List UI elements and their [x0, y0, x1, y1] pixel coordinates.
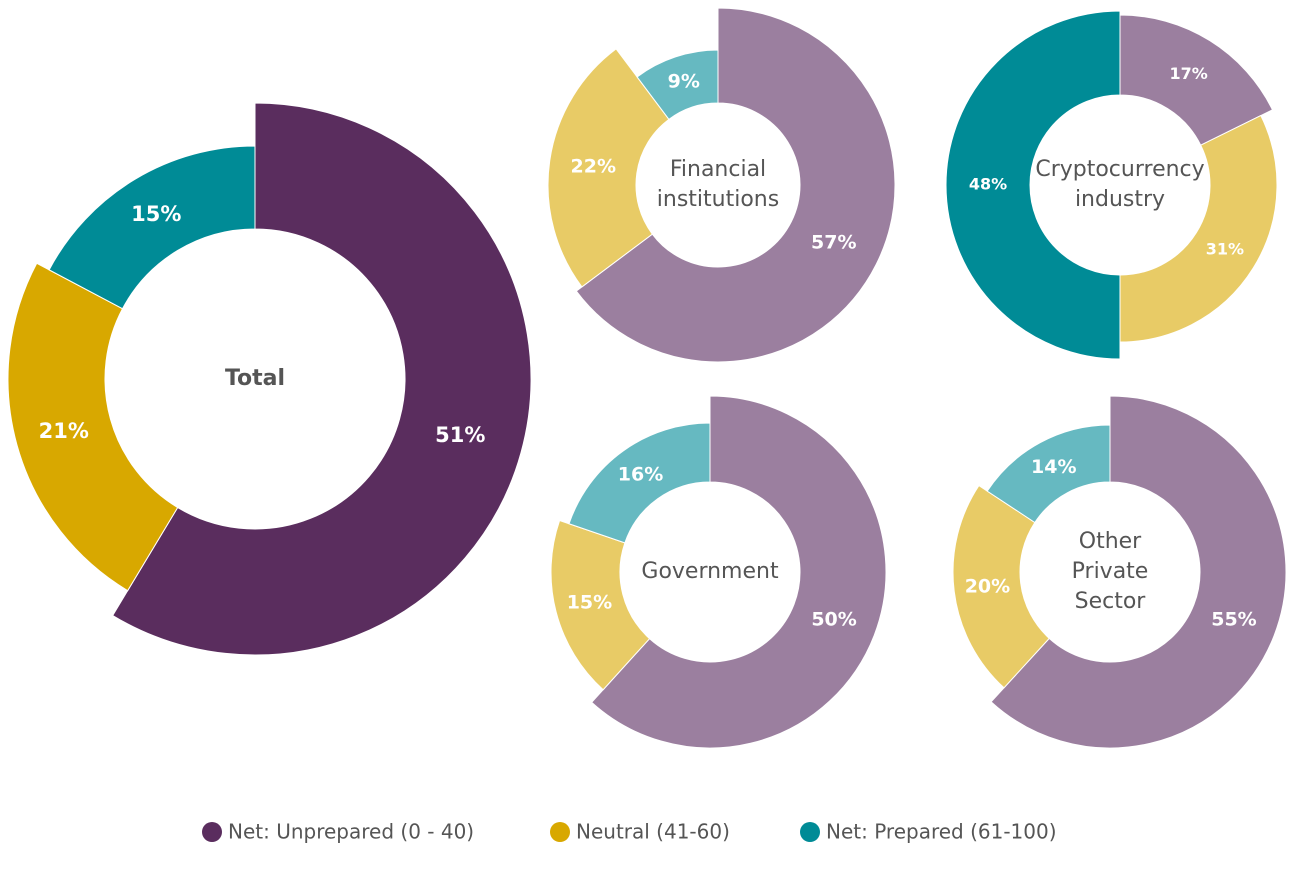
donut-segment: [952, 484, 1050, 689]
donut-segment: [990, 395, 1287, 749]
value-label: 51%: [435, 423, 485, 447]
legend-label: Net: Unprepared (0 - 40): [228, 820, 474, 844]
donut-segment: [636, 49, 719, 121]
donut-segment: [945, 10, 1121, 360]
donut-segment: [986, 424, 1111, 524]
value-label: 9%: [668, 71, 700, 93]
donut-segment: [550, 519, 651, 691]
donut-segment: [568, 422, 711, 544]
donut-center-label: institutions: [657, 187, 779, 212]
legend-swatch: [550, 822, 570, 842]
legend-label: Net: Prepared (61-100): [826, 820, 1057, 844]
donut-center-label: Total: [225, 366, 285, 391]
value-label: 16%: [618, 463, 663, 485]
donut-segment: [591, 395, 887, 749]
value-label: 21%: [39, 419, 89, 443]
donut-segment: [547, 48, 670, 288]
donut-center-label: Private: [1072, 559, 1149, 584]
donut-segment: [575, 7, 896, 363]
value-label: 15%: [131, 202, 181, 226]
donut-center-label: industry: [1075, 187, 1165, 212]
value-label: 14%: [1031, 456, 1076, 478]
donut-segment: [48, 145, 256, 310]
value-label: 22%: [571, 156, 616, 178]
value-label: 50%: [811, 608, 856, 630]
legend-label: Neutral (41-60): [576, 820, 730, 844]
value-label: 17%: [1170, 64, 1208, 83]
value-label: 20%: [965, 576, 1010, 598]
donut-segment: [1119, 114, 1278, 343]
value-label: 15%: [567, 592, 612, 614]
donut-center-label: Sector: [1075, 589, 1147, 614]
donut-segment: [7, 262, 179, 592]
value-label: 48%: [969, 175, 1007, 194]
donut-center-label: Government: [641, 559, 779, 584]
value-label: 55%: [1211, 609, 1256, 631]
donut-segment: [112, 102, 532, 656]
value-label: 31%: [1206, 240, 1244, 259]
donut-center-label: Financial: [670, 157, 766, 182]
donut-center-label: Cryptocurrency: [1035, 157, 1204, 182]
value-label: 57%: [811, 231, 856, 253]
donut-segment: [1119, 14, 1274, 146]
legend-swatch: [800, 822, 820, 842]
donut-center-label: Other: [1079, 529, 1142, 554]
legend-swatch: [202, 822, 222, 842]
